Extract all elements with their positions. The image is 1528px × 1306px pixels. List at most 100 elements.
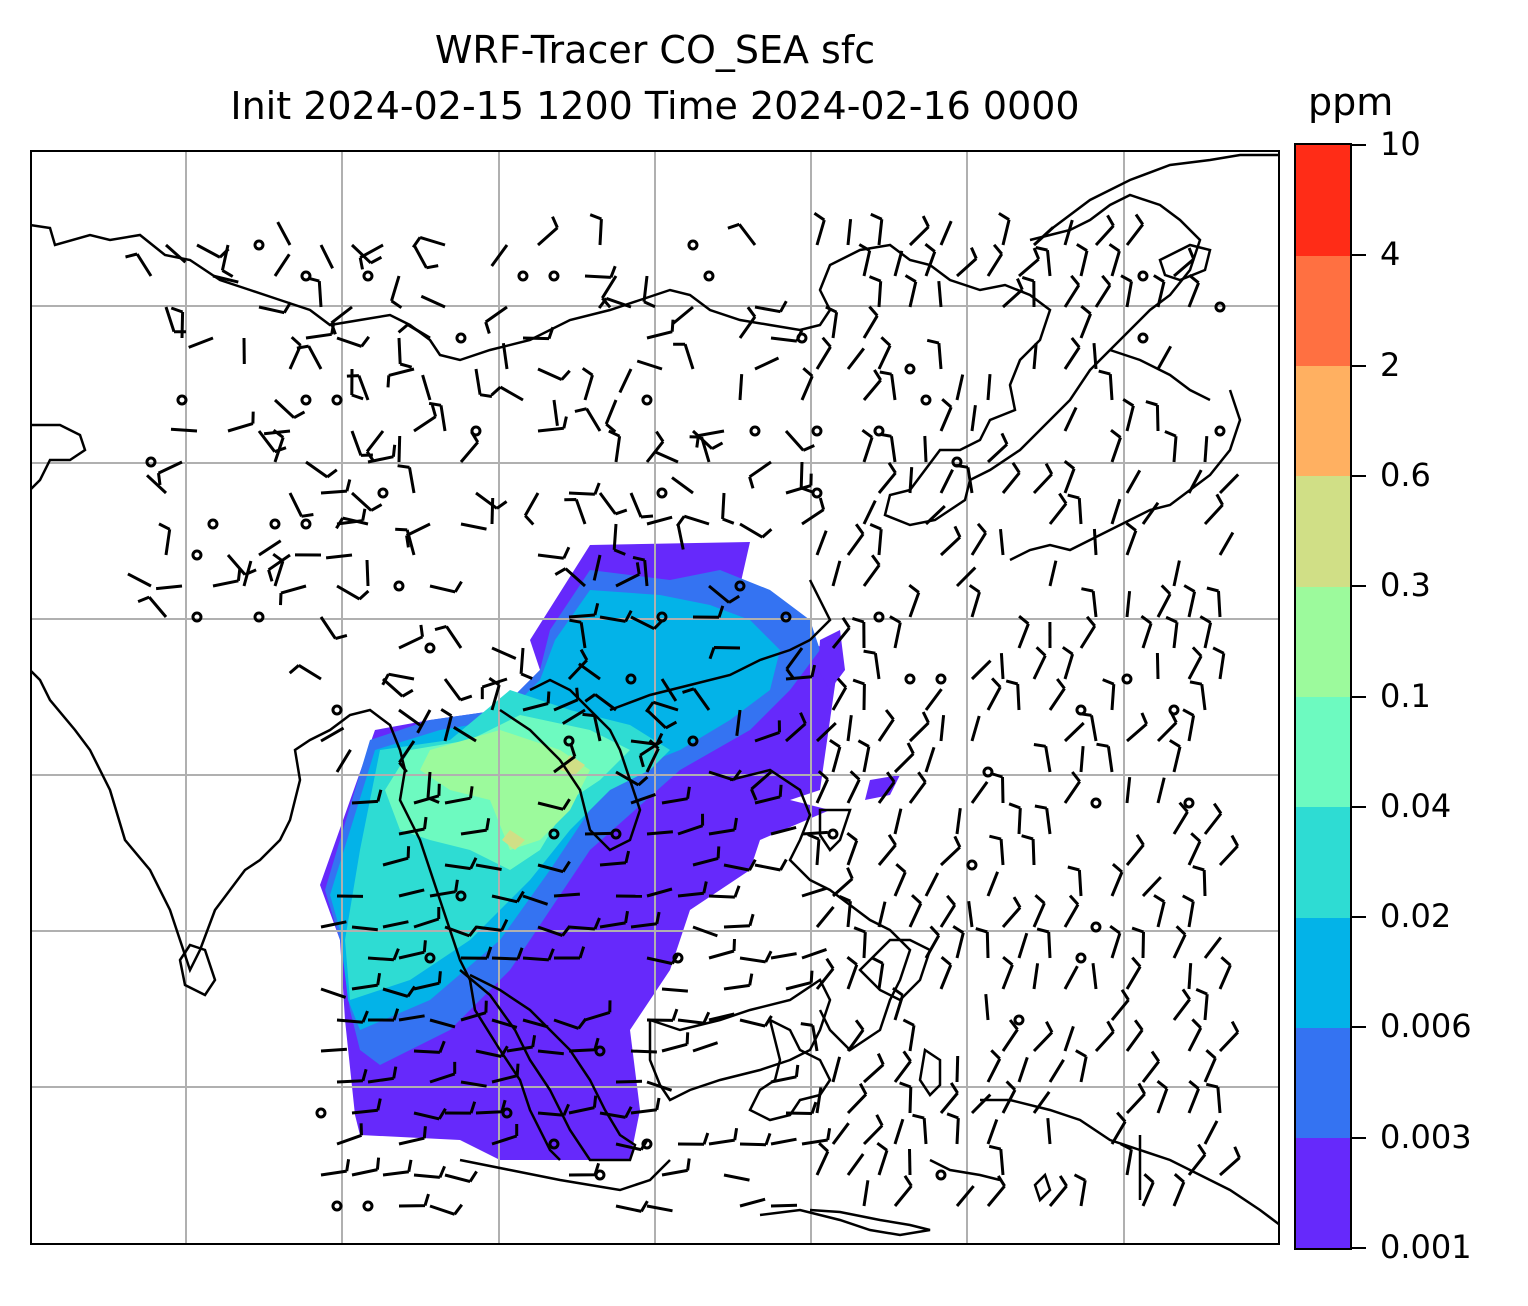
wind-barb bbox=[227, 411, 255, 433]
wind-barb bbox=[397, 337, 413, 369]
wind-barb bbox=[1094, 1020, 1115, 1053]
wind-barb bbox=[630, 792, 656, 805]
wind-barb bbox=[952, 925, 965, 959]
wind-barb bbox=[661, 987, 689, 993]
wind-barb bbox=[397, 323, 431, 340]
wind-barb bbox=[862, 499, 877, 525]
colorbar-tick bbox=[1352, 585, 1366, 588]
wind-barb bbox=[382, 1159, 413, 1177]
wind-barb bbox=[523, 492, 540, 526]
wind-barb bbox=[770, 1137, 797, 1146]
wind-barb bbox=[397, 435, 402, 463]
wind-barb bbox=[1036, 927, 1052, 959]
calm-wind-marker bbox=[656, 611, 668, 623]
wind-barb bbox=[220, 244, 234, 278]
wind-barb bbox=[382, 985, 416, 998]
wind-barb bbox=[1001, 461, 1021, 494]
wind-barb bbox=[491, 947, 524, 961]
colorbar-tick bbox=[1352, 805, 1366, 808]
wind-barb bbox=[1048, 492, 1068, 525]
wind-barb bbox=[453, 726, 477, 743]
wind-barb bbox=[801, 497, 826, 526]
wind-barb bbox=[242, 560, 253, 587]
field-patch-east bbox=[818, 630, 900, 800]
wind-barb bbox=[673, 342, 695, 370]
wind-barb bbox=[1187, 1018, 1203, 1052]
wind-barb bbox=[1187, 469, 1203, 494]
wind-barb bbox=[615, 1079, 643, 1084]
colorbar-tick-label: 0.006 bbox=[1380, 1007, 1472, 1046]
wind-barb bbox=[893, 863, 907, 897]
wind-barb bbox=[1164, 430, 1178, 463]
wind-barb bbox=[908, 711, 930, 743]
wind-barb bbox=[537, 546, 571, 560]
colorbar-unit: ppm bbox=[1308, 80, 1394, 124]
wind-barb bbox=[296, 344, 323, 370]
wind-barb bbox=[1218, 956, 1232, 990]
wind-barb bbox=[1102, 678, 1116, 711]
wind-barb bbox=[460, 946, 493, 960]
wind-barb bbox=[1141, 501, 1160, 525]
wind-barb bbox=[1063, 336, 1081, 370]
wind-barb bbox=[350, 243, 383, 265]
calm-wind-marker bbox=[548, 828, 560, 840]
wind-barb bbox=[411, 235, 446, 249]
wind-barb bbox=[1034, 804, 1052, 835]
wind-barb bbox=[630, 1097, 661, 1115]
wind-barb bbox=[429, 1018, 456, 1029]
wind-barb bbox=[893, 1118, 905, 1145]
calm-wind-marker bbox=[1090, 797, 1102, 809]
wind-barb bbox=[398, 708, 421, 727]
wind-barb bbox=[519, 647, 533, 680]
calm-wind-marker bbox=[300, 518, 312, 530]
wind-barb bbox=[893, 250, 904, 277]
wind-barb bbox=[813, 212, 826, 246]
wind-barb bbox=[1187, 1143, 1207, 1176]
wind-barb bbox=[815, 770, 830, 804]
calm-wind-marker bbox=[191, 549, 203, 561]
wind-barb bbox=[784, 430, 815, 452]
wind-barb bbox=[801, 1127, 832, 1146]
wind-barb bbox=[970, 659, 992, 681]
wind-barb bbox=[397, 464, 416, 494]
wind-barb bbox=[1173, 247, 1196, 278]
wind-barb bbox=[1018, 247, 1041, 278]
wind-barb bbox=[815, 905, 835, 928]
colorbar-tick-label: 0.001 bbox=[1380, 1228, 1472, 1266]
wind-barb bbox=[770, 1064, 800, 1084]
calm-wind-marker bbox=[455, 332, 467, 344]
wind-barb bbox=[677, 813, 705, 836]
wind-barb bbox=[899, 1081, 913, 1114]
wind-barb bbox=[320, 726, 345, 743]
wind-barb bbox=[754, 356, 780, 371]
wind-barb bbox=[491, 1018, 518, 1029]
calm-wind-marker bbox=[563, 735, 575, 747]
wind-barb bbox=[800, 367, 814, 401]
wind-barb bbox=[829, 739, 842, 773]
wind-barb bbox=[1109, 924, 1122, 959]
wind-barb bbox=[405, 522, 431, 548]
wind-barb bbox=[398, 1126, 427, 1146]
wind-barb bbox=[568, 1037, 600, 1053]
wind-barb bbox=[350, 430, 373, 457]
wind-barb bbox=[770, 952, 797, 960]
wind-barb bbox=[578, 662, 601, 681]
wind-barb bbox=[1187, 963, 1193, 990]
wind-barb bbox=[582, 712, 602, 742]
wind-barb bbox=[968, 584, 981, 618]
calm-wind-marker bbox=[904, 673, 916, 685]
colorbar-tick-label: 0.1 bbox=[1380, 676, 1431, 715]
field-level-6 bbox=[502, 755, 585, 850]
colorbar-tick-label: 0.003 bbox=[1380, 1117, 1472, 1156]
wind-barb bbox=[1032, 226, 1055, 247]
wind-barb bbox=[831, 1122, 850, 1145]
graticule bbox=[30, 150, 1280, 1245]
wind-barb bbox=[739, 950, 773, 964]
wind-barb bbox=[1182, 708, 1196, 742]
calm-wind-marker bbox=[811, 487, 823, 499]
wind-barb bbox=[988, 1144, 1005, 1176]
wind-barb bbox=[1141, 1173, 1155, 1207]
wind-barb bbox=[926, 338, 943, 370]
wind-barb bbox=[501, 342, 509, 370]
wind-barb bbox=[1067, 865, 1083, 897]
